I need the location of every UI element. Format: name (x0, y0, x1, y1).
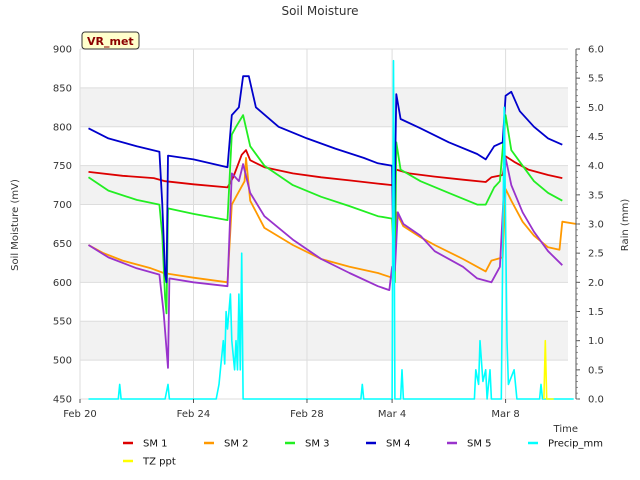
legend-item-tz-ppt: TZ ppt (123, 457, 176, 468)
y2-tick-label: 0.0 (588, 395, 604, 406)
legend-item-sm-4: SM 4 (366, 439, 411, 450)
legend-label-precip-mm: Precip_mm (548, 439, 603, 450)
series-line-sm-2 (88, 157, 577, 284)
legend-item-sm-3: SM 3 (285, 439, 330, 450)
plot-band (80, 165, 568, 205)
legend-label-sm-5: SM 5 (467, 439, 492, 450)
legend-item-precip-mm: Precip_mm (528, 439, 603, 450)
series-line-precip-mm (88, 59, 574, 400)
plot-band (80, 243, 568, 283)
plot-band (80, 87, 568, 127)
y2-tick-label: 5.0 (588, 103, 604, 114)
chart-title: Soil Moisture (281, 4, 358, 18)
y2-axis-title: Rain (mm) (620, 199, 631, 252)
y2-tick-label: 2.0 (588, 278, 604, 289)
y-tick-label: 650 (53, 239, 72, 250)
axes: 450 500 550 600 650 700 750 800 850 900 Feb 20 Feb … (53, 45, 604, 421)
y2-tick-label: 5.5 (588, 74, 604, 85)
legend-label-sm-3: SM 3 (305, 439, 330, 450)
y-tick-label: 600 (53, 278, 72, 289)
legend-item-sm-5: SM 5 (447, 439, 492, 450)
legend-label-sm-4: SM 4 (386, 439, 411, 450)
x-tick-label: Mar 4 (378, 409, 406, 420)
y-tick-label: 550 (53, 317, 72, 328)
site-label-box: VR_met (81, 31, 140, 50)
y2-tick-label: 4.0 (588, 161, 604, 172)
x-tick-label: Feb 20 (63, 409, 97, 420)
y-tick-label: 500 (53, 356, 72, 367)
y2-tick-label: 6.0 (588, 45, 604, 56)
legend-label-sm-1: SM 1 (143, 439, 168, 450)
y2-tick-label: 3.5 (588, 190, 604, 201)
x-tick-label: Feb 28 (290, 409, 324, 420)
legend-item-sm-1: SM 1 (123, 439, 168, 450)
series-layer (87, 59, 577, 400)
plot-background (80, 87, 568, 361)
series-line-tz-ppt (543, 339, 554, 400)
x-tick-label: Mar 8 (491, 409, 519, 420)
legend-item-sm-2: SM 2 (204, 439, 249, 450)
series-line-sm-3 (87, 114, 563, 315)
y2-tick-label: 1.5 (588, 307, 604, 318)
y2-tick-label: 0.5 (588, 365, 604, 376)
y-axis-title: Soil Moisture (mV) (10, 179, 21, 271)
plot-band (80, 321, 568, 361)
legend-label-sm-2: SM 2 (224, 439, 249, 450)
y2-tick-label: 3.0 (588, 220, 604, 231)
legend-label-tz-ppt: TZ ppt (142, 457, 176, 468)
site-label: VR_met (87, 35, 134, 48)
y2-tick-label: 1.0 (588, 336, 604, 347)
y-tick-label: 800 (53, 122, 72, 133)
y-tick-label: 900 (53, 45, 72, 56)
y2-tick-label: 2.5 (588, 249, 604, 260)
y-tick-label: 450 (53, 395, 72, 406)
x-tick-label: Feb 24 (177, 409, 211, 420)
x-axis-title: Time (553, 424, 578, 435)
y2-tick-label: 4.5 (588, 132, 604, 143)
legend: SM 1 SM 2 SM 3 SM 4 SM 5 Precip_mm TZ ppt (123, 439, 603, 468)
y-tick-label: 850 (53, 83, 72, 94)
series-line-sm-5 (88, 157, 563, 369)
y-tick-label: 750 (53, 161, 72, 172)
y-tick-label: 700 (53, 200, 72, 211)
